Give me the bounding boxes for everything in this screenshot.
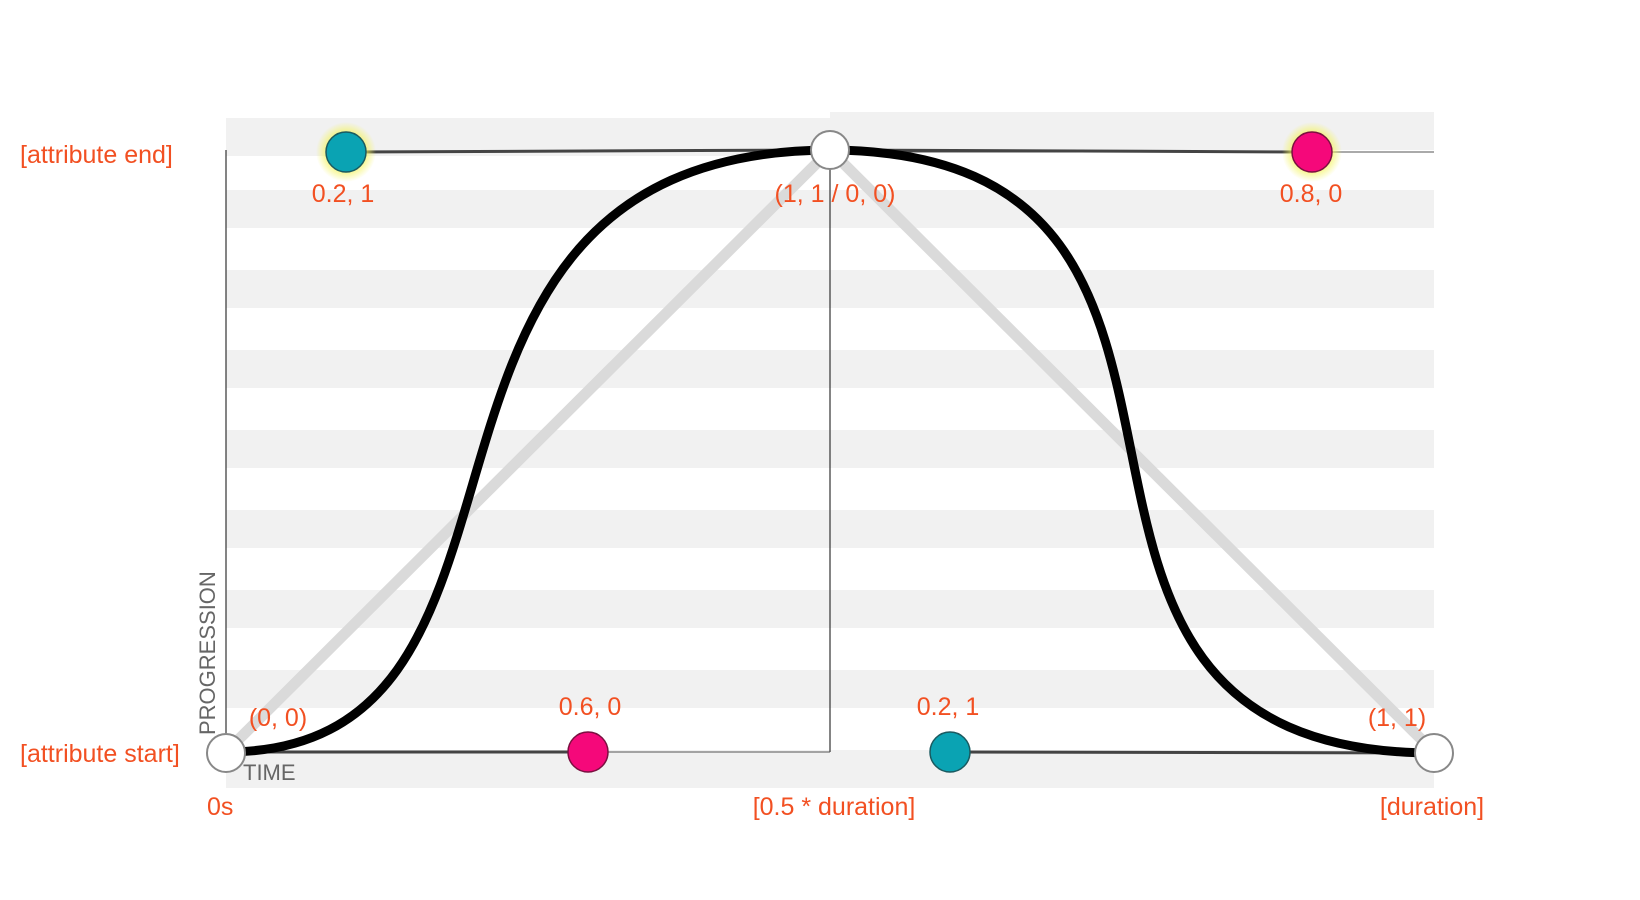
background-stripe [830, 190, 1434, 228]
background-stripe [830, 670, 1434, 708]
background-stripe [226, 190, 830, 228]
background-stripe [830, 350, 1434, 388]
handle-label-first-cp1: 0.6, 0 [559, 693, 622, 721]
axis-title-progression: PROGRESSION [195, 571, 220, 735]
handle-label-second-cp1: 0.8, 0 [1280, 180, 1343, 208]
anchor-end[interactable] [1414, 733, 1454, 773]
handle-line-second-cp1 [829, 148, 1313, 154]
anchor-start[interactable] [206, 733, 246, 773]
background-stripe [830, 510, 1434, 548]
label-time-start: 0s [207, 793, 233, 821]
background-stripe [226, 750, 830, 788]
background-stripe [226, 270, 830, 308]
handle-label-second-cp2: 0.2, 1 [917, 693, 980, 721]
control-handle-first-cp2[interactable] [325, 131, 367, 173]
handle-line-first-cp2 [345, 148, 831, 154]
axis-title-time: TIME [243, 760, 296, 785]
background-stripe [226, 350, 830, 388]
background-stripe [226, 670, 830, 708]
handle-line-second-cp2 [949, 750, 1435, 755]
anchor-label-start: (0, 0) [249, 704, 307, 732]
linear-guide-rise [220, 144, 836, 758]
label-time-half: [0.5 * duration] [753, 793, 916, 821]
background-stripe [226, 510, 830, 548]
easing-curve-rise [221, 145, 835, 757]
label-attribute-start: [attribute start] [20, 740, 180, 768]
anchor-label-peak: (1, 1 / 0, 0) [775, 180, 896, 208]
control-handle-second-cp1[interactable] [1291, 131, 1333, 173]
background-stripe [830, 270, 1434, 308]
anchor-peak[interactable] [810, 130, 850, 170]
background-stripe [830, 750, 1434, 788]
label-attribute-end: [attribute end] [20, 141, 173, 169]
background-stripe [226, 590, 830, 628]
anchor-label-end: (1, 1) [1368, 704, 1426, 732]
control-handle-second-cp2[interactable] [929, 731, 971, 773]
background-stripe [830, 112, 1434, 150]
label-time-end: [duration] [1380, 793, 1484, 821]
easing-curve-fall [825, 145, 1439, 758]
background-stripe [830, 590, 1434, 628]
control-handle-first-cp1[interactable] [567, 731, 609, 773]
background-stripes [226, 112, 1434, 788]
handle-label-first-cp2: 0.2, 1 [312, 180, 375, 208]
